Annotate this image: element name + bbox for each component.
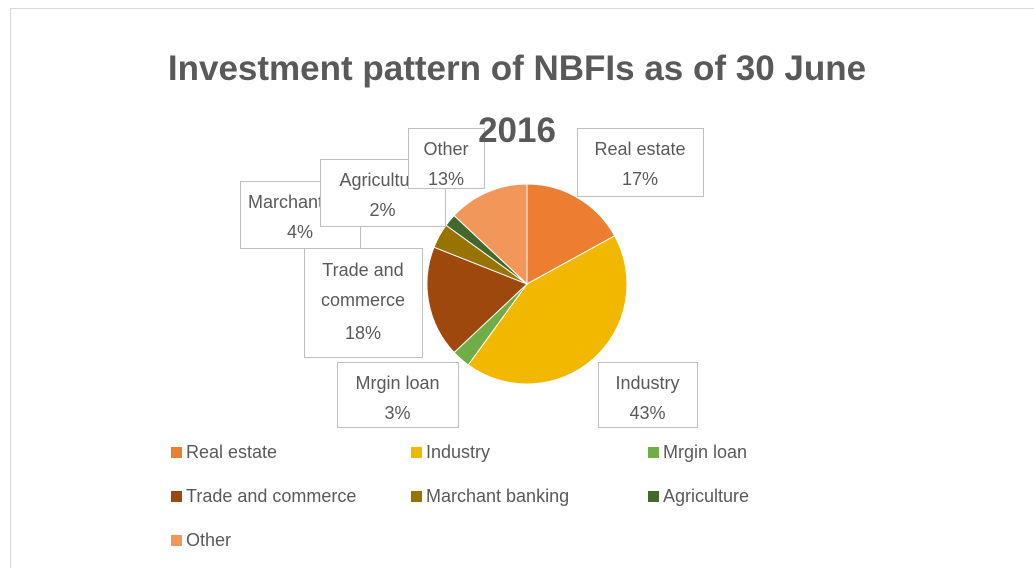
data-label-category: Trade and commerce — [321, 260, 405, 310]
data-label: Mrgin loan 3% — [337, 362, 459, 428]
data-label-content: Agriculture 2% — [339, 170, 425, 220]
legend-label: Mrgin loan — [663, 442, 747, 462]
chart-frame — [10, 8, 1034, 568]
data-label: Agriculture 2% — [320, 159, 446, 227]
data-label-box — [577, 128, 704, 197]
data-label-value: 2% — [369, 200, 395, 220]
data-label-value: 4% — [287, 222, 313, 242]
legend-label: Agriculture — [663, 486, 749, 506]
legend-label: Other — [186, 530, 231, 550]
legend-label: Marchant banking — [426, 486, 569, 506]
data-label-box — [598, 362, 698, 428]
legend-swatch — [171, 447, 182, 458]
data-label-category: Real estate — [594, 139, 685, 159]
legend-swatch — [648, 491, 659, 502]
data-label-value: 3% — [384, 403, 410, 423]
data-label: Other 13% — [408, 128, 485, 189]
data-label: Real estate 17% — [577, 128, 704, 197]
data-label-category: Mrgin loan — [355, 373, 439, 393]
data-label-box — [337, 362, 459, 428]
chart-title: Investment pattern of NBFIs as of 30 Jun… — [167, 49, 867, 150]
legend-swatch — [171, 535, 182, 546]
label-line: commerce — [321, 290, 405, 310]
data-label-value: 17% — [622, 169, 658, 189]
legend-swatch — [411, 447, 422, 458]
data-label-content: Mrgin loan 3% — [355, 373, 439, 423]
legend-swatch — [411, 491, 422, 502]
label-line: Trade and — [322, 260, 403, 280]
legend-label: Industry — [426, 442, 490, 462]
pie-slice — [453, 183, 528, 286]
data-label: Industry 43% — [598, 362, 698, 428]
data-label-content: Industry 43% — [615, 373, 679, 423]
data-label-content: Real estate 17% — [594, 139, 685, 189]
legend-label: Trade and commerce — [186, 486, 356, 506]
data-label-box — [304, 248, 423, 358]
data-label-category: Other — [423, 139, 468, 159]
data-label-content: Trade and commerce 18% — [321, 260, 405, 343]
data-label-value: 13% — [428, 169, 464, 189]
data-label-value: 43% — [629, 403, 665, 423]
pie-slice — [467, 235, 628, 385]
pie-slice — [526, 183, 616, 285]
legend-swatch — [648, 447, 659, 458]
data-label-category: Industry — [615, 373, 679, 393]
data-label-category: Agriculture — [339, 170, 425, 190]
pie-slice — [426, 246, 528, 354]
legend-swatch — [171, 491, 182, 502]
data-label-box — [408, 128, 485, 189]
data-label-value: 18% — [345, 323, 381, 343]
legend-label: Real estate — [186, 442, 277, 462]
data-label: Trade and commerce 18% — [304, 248, 423, 358]
data-label-content: Other 13% — [423, 139, 468, 189]
